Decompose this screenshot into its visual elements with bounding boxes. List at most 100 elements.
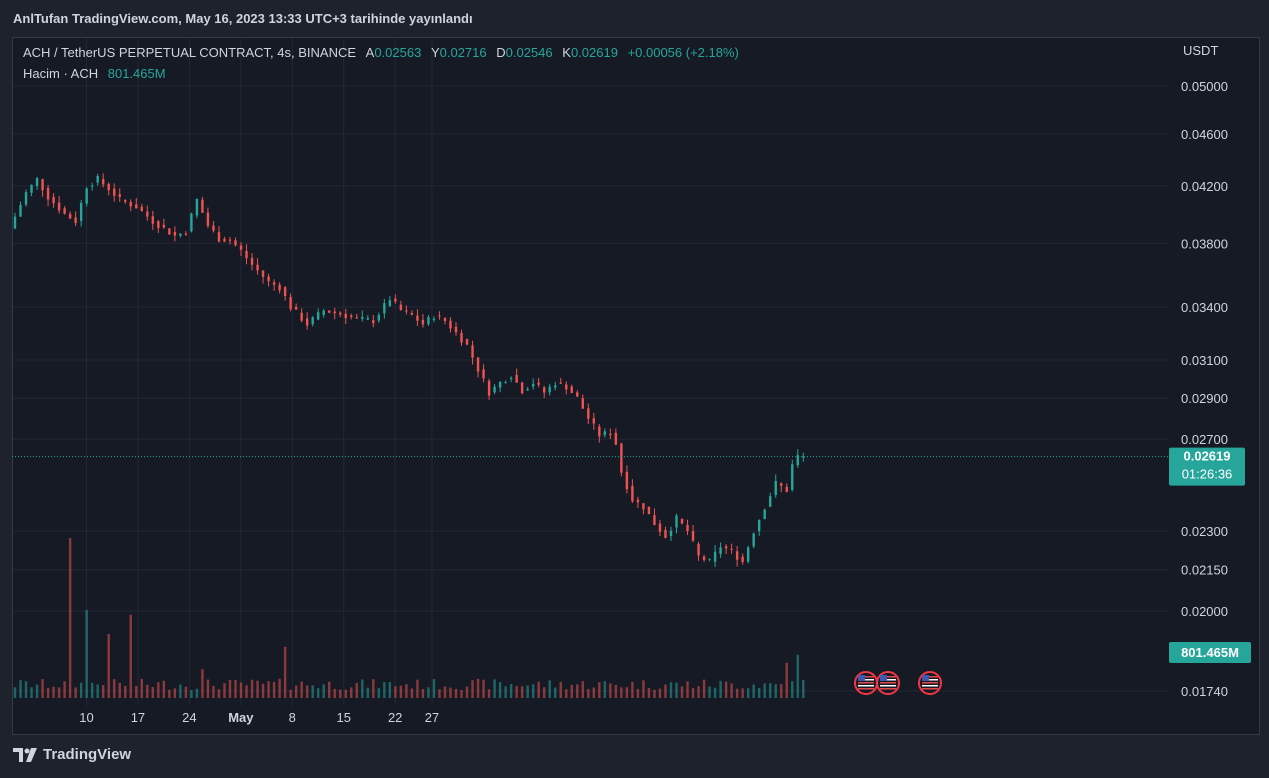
time-tick-label: 24 [182, 710, 196, 725]
candle-body [592, 418, 596, 424]
candle-body [168, 228, 171, 235]
volume-bar [504, 686, 507, 698]
candle-body [157, 221, 160, 229]
volume-bar [769, 683, 772, 698]
tradingview-branding[interactable]: TradingView [13, 746, 131, 763]
volume-bar [570, 684, 573, 698]
volume-bar [267, 681, 270, 698]
time-tick-label: 22 [388, 710, 402, 725]
chart-legend-ohlc[interactable]: ACH / TetherUS PERPETUAL CONTRACT, 4s, B… [23, 45, 739, 60]
candle-body [504, 382, 507, 384]
volume-bar [741, 688, 744, 698]
candle-body [140, 206, 143, 211]
candle-body [333, 311, 336, 313]
candle-body [559, 382, 562, 384]
volume-bar [322, 684, 325, 698]
volume-bar [140, 678, 143, 698]
us-flag-event-icon[interactable] [876, 671, 900, 695]
us-flag-event-icon[interactable] [854, 671, 878, 695]
volume-value: 801.465M [107, 66, 166, 81]
candle-body [609, 433, 612, 436]
volume-bar [658, 688, 662, 698]
volume-bar [476, 678, 480, 698]
volume-bar [625, 687, 629, 698]
candle-body [79, 202, 83, 222]
candle-body [311, 317, 314, 325]
candle-body [543, 387, 546, 393]
volume-bar [96, 684, 99, 698]
volume-bar [399, 685, 403, 698]
volume-bar [416, 679, 419, 698]
candle-body [30, 184, 33, 193]
volume-bar [796, 654, 799, 698]
volume-bar [90, 682, 94, 698]
symbol-title[interactable]: ACH / TetherUS PERPETUAL CONTRACT, 4s, B… [23, 45, 357, 60]
volume-bar [592, 687, 596, 698]
last-price-badge-bg [1169, 447, 1245, 486]
volume-bar [581, 681, 584, 698]
candle-body [278, 284, 281, 291]
tradingview-logo-icon [13, 747, 37, 762]
candle-body [454, 326, 458, 333]
low-label: D [496, 45, 506, 60]
volume-bar [730, 683, 733, 698]
candle-body [118, 194, 121, 197]
volume-bar [361, 679, 364, 698]
volume-bar [509, 684, 513, 698]
volume-bar [746, 688, 750, 698]
candle-body [438, 315, 441, 317]
candle-body [520, 382, 524, 394]
candle-body [195, 198, 199, 216]
volume-bar [19, 680, 22, 698]
volume-bar [515, 686, 518, 698]
chart-pane[interactable] [12, 37, 1260, 735]
candle-body [658, 523, 662, 532]
high-label: Y [430, 45, 440, 60]
volume-bar [311, 685, 314, 698]
volume-bar [653, 689, 656, 698]
candle-body [730, 548, 733, 550]
price-tick-label: 0.02150 [1181, 563, 1228, 578]
volume-bar [245, 685, 248, 698]
volume-bar [598, 682, 601, 698]
price-tick-label: 0.02700 [1181, 432, 1228, 447]
candle-body [228, 239, 232, 241]
volume-bar [30, 687, 33, 698]
candle-body [394, 298, 397, 302]
volume-bar [405, 684, 408, 698]
candle-body [212, 225, 215, 231]
candle-body [647, 506, 651, 515]
volume-bar [355, 682, 358, 698]
volume-legend[interactable]: Hacim · ACH 801.465M [23, 66, 166, 81]
candle-body [201, 199, 204, 213]
volume-bar [664, 684, 667, 698]
volume-bar [691, 688, 695, 698]
price-tick-label: 0.04200 [1181, 179, 1228, 194]
price-tick-label: 0.01740 [1181, 684, 1228, 699]
candle-body [620, 443, 623, 473]
volume-bar [802, 679, 805, 698]
volume-bar [68, 538, 72, 698]
candle-body [554, 385, 557, 388]
volume-bar [410, 688, 414, 698]
candle-body [361, 316, 364, 319]
volume-bar [554, 687, 557, 698]
volume-bar [548, 680, 551, 698]
us-flag-event-icon[interactable] [918, 671, 942, 695]
volume-bar [752, 684, 755, 698]
volume-bar [190, 689, 193, 698]
volume-bar [201, 669, 204, 698]
candle-body [283, 287, 287, 297]
candle-body [471, 345, 474, 358]
chart-grid [13, 38, 1168, 706]
volume-bar [427, 687, 430, 698]
volume-bar [493, 679, 496, 698]
volume-bar [344, 689, 347, 698]
volume-bar [146, 684, 149, 698]
volume-bar [454, 688, 458, 698]
candle-body [405, 310, 408, 312]
volume-bar [294, 685, 298, 698]
candle-body [735, 551, 739, 560]
volume-bar [250, 679, 254, 698]
